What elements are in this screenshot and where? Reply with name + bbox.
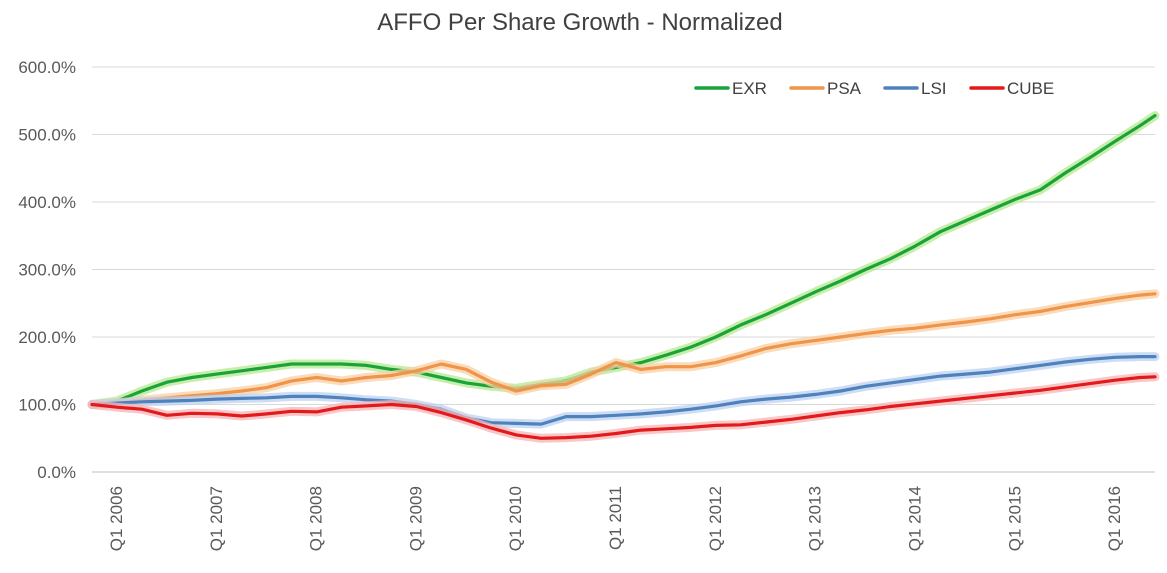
y-tick-label: 400.0% — [18, 193, 76, 212]
series-cube-line — [90, 375, 1157, 440]
y-tick-label: 500.0% — [18, 126, 76, 145]
y-tick-label: 100.0% — [18, 396, 76, 415]
x-tick-label: Q1 2007 — [207, 486, 226, 551]
legend-label-psa: PSA — [827, 79, 862, 98]
x-tick-label: Q1 2010 — [506, 486, 525, 551]
x-tick-label: Q1 2006 — [107, 486, 126, 551]
x-tick-label: Q1 2012 — [706, 486, 725, 551]
y-tick-label: 200.0% — [18, 328, 76, 347]
series-lsi-line — [90, 355, 1157, 426]
x-tick-label: Q1 2009 — [406, 486, 425, 551]
series-lines — [87, 111, 1160, 443]
y-axis-ticks: 0.0% 100.0% 200.0% 300.0% 400.0% 500.0% 600.0% — [18, 58, 76, 482]
legend-label-cube: CUBE — [1007, 79, 1054, 98]
series-psa-line — [90, 292, 1157, 407]
x-axis-ticks: Q1 2006 Q1 2007 Q1 2008 Q1 2009 Q1 2010 Q1 20… — [107, 486, 1124, 551]
x-tick-label: Q1 2008 — [307, 486, 326, 551]
x-tick-label: Q1 2011 — [606, 486, 625, 550]
legend-label-exr: EXR — [732, 79, 767, 98]
legend-label-lsi: LSI — [921, 79, 947, 98]
gridlines — [92, 66, 1155, 473]
x-tick-label: Q1 2015 — [1005, 486, 1024, 551]
y-tick-label: 0.0% — [37, 463, 76, 482]
legend: EXR PSA LSI CUBE — [694, 79, 1054, 98]
chart-title: AFFO Per Share Growth - Normalized — [377, 9, 782, 36]
y-tick-label: 600.0% — [18, 58, 76, 77]
series-psa-glow — [87, 289, 1160, 409]
y-tick-label: 300.0% — [18, 261, 76, 280]
x-tick-label: Q1 2014 — [905, 486, 924, 551]
x-tick-label: Q1 2016 — [1105, 486, 1124, 551]
x-tick-label: Q1 2013 — [806, 486, 825, 551]
